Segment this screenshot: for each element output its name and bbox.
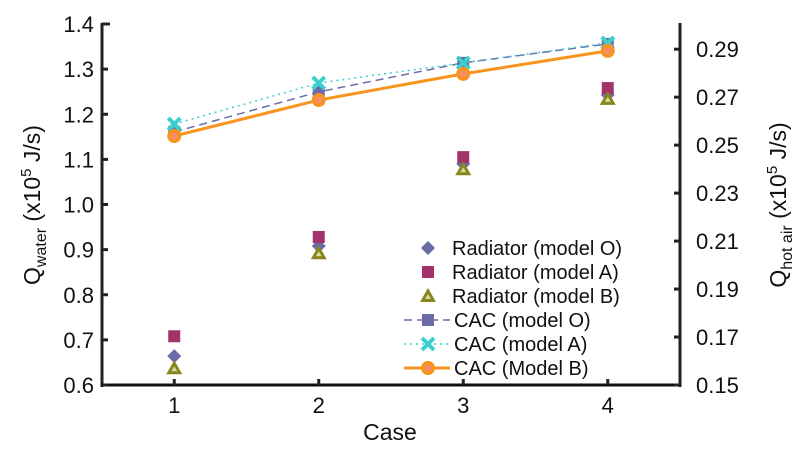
series-layer bbox=[166, 35, 616, 375]
legend-marker bbox=[422, 314, 434, 326]
y-right-tick-label: 0.17 bbox=[696, 325, 739, 350]
legend-label: CAC (model O) bbox=[454, 310, 591, 332]
legend-item: Radiator (model O) bbox=[421, 238, 622, 260]
x-marker-stroke bbox=[420, 336, 436, 352]
x-axis-title: Case bbox=[363, 419, 417, 445]
y-right-title-unit: J/s) bbox=[765, 122, 791, 165]
data-point bbox=[455, 55, 471, 71]
legend-marker bbox=[422, 266, 434, 278]
y-right-title-sup: 5 bbox=[764, 166, 781, 174]
y-right-tick-label: 0.27 bbox=[696, 85, 739, 110]
legend-item: Radiator (model A) bbox=[422, 262, 619, 284]
y-left-tick-label: 0.6 bbox=[63, 373, 94, 398]
series-cac-model-b bbox=[167, 43, 615, 144]
data-point bbox=[455, 161, 472, 176]
series-line bbox=[174, 43, 608, 133]
y-right-title-main: Q bbox=[765, 270, 791, 288]
x-tick-label: 2 bbox=[313, 393, 325, 418]
circle-marker-inner bbox=[315, 96, 323, 104]
y-left-tick-label: 1.0 bbox=[63, 193, 94, 218]
legend-marker bbox=[420, 336, 436, 352]
y-right-title-rest: (x10 bbox=[765, 174, 791, 225]
x-marker-stroke bbox=[311, 75, 327, 91]
circle-marker-inner bbox=[424, 364, 432, 372]
y-axis-title-right: Qhot air (x105 J/s) bbox=[764, 122, 796, 287]
legend: Radiator (model O)Radiator (model A)Radi… bbox=[404, 238, 622, 380]
data-point bbox=[167, 349, 182, 364]
circle-marker-inner bbox=[459, 70, 467, 78]
y-left-tick-label: 1.1 bbox=[63, 147, 94, 172]
data-point bbox=[457, 151, 470, 164]
data-point bbox=[167, 129, 182, 144]
data-point bbox=[312, 230, 325, 243]
legend-item: CAC (model O) bbox=[404, 310, 591, 332]
data-point bbox=[601, 82, 614, 95]
data-point bbox=[166, 360, 183, 375]
triangle-marker-inner bbox=[604, 96, 611, 102]
legend-marker bbox=[421, 241, 435, 255]
y-axis-title-left: Qwater (x105 J/s) bbox=[18, 125, 50, 285]
y-right-tick-label: 0.25 bbox=[696, 133, 739, 158]
series-radiator-model-a bbox=[168, 82, 614, 343]
y-right-tick-label: 0.21 bbox=[696, 229, 739, 254]
y-left-title-main: Q bbox=[19, 267, 45, 285]
y-right-title-sub: hot air bbox=[779, 225, 796, 270]
data-point bbox=[311, 93, 326, 108]
series-line bbox=[174, 42, 608, 125]
legend-label: CAC (Model B) bbox=[454, 358, 588, 380]
y-left-tick-label: 0.9 bbox=[63, 238, 94, 263]
data-point bbox=[456, 66, 471, 81]
circle-marker-inner bbox=[604, 47, 612, 55]
data-point bbox=[311, 75, 327, 91]
axes: 0.6 0.7 0.8 0.9 1.0 1.1 1.2 1.3 1.4 0.15 0.17 0.19 0… bbox=[63, 12, 738, 418]
data-point bbox=[310, 245, 327, 260]
series-line bbox=[173, 49, 608, 138]
y-right-tick-label: 0.19 bbox=[696, 277, 739, 302]
y-right-tick-label: 0.29 bbox=[696, 37, 739, 62]
triangle-marker-inner bbox=[171, 366, 178, 372]
legend-label: Radiator (model B) bbox=[452, 286, 620, 308]
legend-marker bbox=[421, 361, 435, 375]
legend-item: CAC (model A) bbox=[404, 334, 587, 356]
circle-marker-inner bbox=[170, 132, 178, 140]
series-cac-model-a bbox=[166, 35, 616, 132]
triangle-marker-inner bbox=[425, 294, 431, 299]
series-radiator-model-b bbox=[166, 90, 616, 375]
y-left-tick-label: 1.3 bbox=[63, 57, 94, 82]
y-left-title-unit: J/s) bbox=[19, 125, 45, 168]
x-tick-label: 4 bbox=[602, 393, 614, 418]
legend-item: Radiator (model B) bbox=[420, 286, 620, 308]
legend-label: CAC (model A) bbox=[454, 334, 587, 356]
y-left-tick-label: 1.4 bbox=[63, 12, 94, 37]
data-point bbox=[168, 330, 181, 343]
legend-marker bbox=[420, 288, 436, 302]
y-left-title-sup: 5 bbox=[18, 168, 35, 176]
x-tick-label: 1 bbox=[168, 393, 180, 418]
data-point bbox=[166, 116, 182, 132]
legend-item: CAC (Model B) bbox=[404, 358, 588, 380]
y-left-title-rest: (x10 bbox=[19, 177, 45, 228]
triangle-marker-inner bbox=[315, 251, 322, 257]
legend-label: Radiator (model A) bbox=[452, 262, 619, 284]
data-point bbox=[599, 90, 616, 105]
y-right-tick-label: 0.15 bbox=[696, 373, 739, 398]
x-marker-stroke bbox=[455, 55, 471, 71]
y-left-tick-label: 1.2 bbox=[63, 102, 94, 127]
legend-label: Radiator (model O) bbox=[452, 238, 622, 260]
x-tick-label: 3 bbox=[457, 393, 469, 418]
y-left-title-sub: water bbox=[33, 227, 50, 268]
x-marker-stroke bbox=[166, 116, 182, 132]
data-point bbox=[600, 43, 615, 58]
y-right-tick-label: 0.23 bbox=[696, 181, 739, 206]
y-left-tick-label: 0.8 bbox=[63, 283, 94, 308]
y-left-tick-label: 0.7 bbox=[63, 328, 94, 353]
triangle-marker-inner bbox=[460, 167, 467, 173]
